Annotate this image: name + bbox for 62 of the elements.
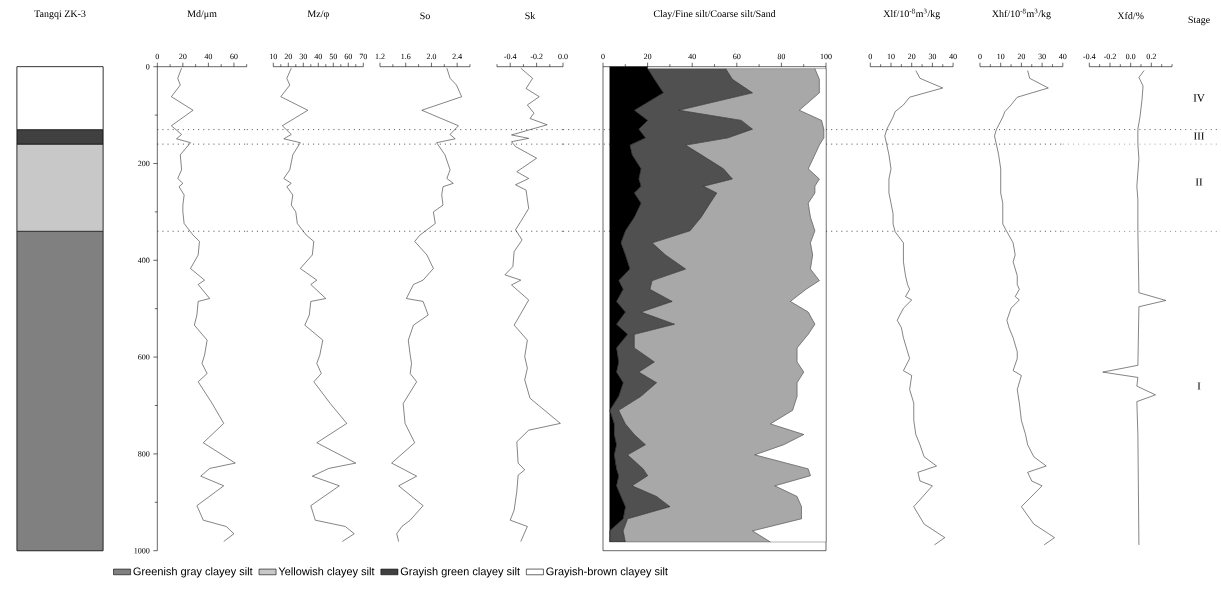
x-tick-label: 60 [344, 53, 353, 60]
x-tick-label: 40 [314, 53, 323, 60]
x-tick-label: 30 [928, 53, 937, 60]
text: Stage [1188, 16, 1210, 26]
legend-label: Grayish green clayey silt [400, 567, 520, 578]
x-tick-label: 40 [204, 53, 213, 60]
legend-label: Greenish gray clayey silt [133, 567, 253, 578]
y-tick-label: 800 [138, 451, 150, 457]
x-tick-label: 1.2 [375, 53, 385, 60]
chart-title: Clay/Fine silt/Coarse silt/Sand [653, 10, 776, 20]
text: III [1193, 132, 1205, 140]
x-tick-label: 30 [1038, 53, 1046, 60]
y-tick-label: 400 [137, 257, 150, 263]
x-tick-label: 0.0 [1125, 53, 1136, 60]
y-tick-label: 0 [146, 64, 150, 70]
x-tick-label: 60 [733, 53, 741, 60]
y-tick-label: 600 [138, 354, 150, 360]
x-tick-label: 0 [601, 53, 605, 60]
x-tick-label: 0.0 [558, 53, 568, 60]
x-tick-label: 1.6 [401, 53, 411, 60]
x-tick-label: -0.4 [1083, 53, 1096, 60]
x-tick-label: 30 [299, 53, 308, 60]
x-tick-label: 20 [284, 53, 293, 60]
chart-title: Xfd/% [1117, 11, 1144, 20]
text: II [1195, 178, 1203, 186]
chart-title: Xhf/10$^{-8}$m$^{3}$/kg [992, 8, 1051, 20]
x-tick-label: 20 [908, 53, 916, 60]
x-tick-label: 0 [868, 53, 872, 60]
y-tick-label: 1000 [134, 548, 150, 554]
x-tick-label: -0.2 [1103, 53, 1116, 60]
text: IV [1193, 94, 1205, 102]
chart-title: Md/μm [187, 10, 217, 20]
x-tick-label: -0.2 [530, 53, 543, 60]
x-tick-label: 60 [230, 53, 238, 60]
x-tick-label: 10 [270, 53, 278, 60]
x-tick-label: 50 [329, 53, 338, 60]
x-tick-label: 70 [359, 53, 368, 60]
x-tick-label: 2.4 [452, 53, 463, 60]
chart-title: Xlf/10$^{-8}$m$^{3}$/kg [883, 8, 941, 20]
chart-title: Tangqi ZK-3 [34, 10, 86, 20]
x-tick-label: 40 [949, 53, 957, 60]
legend-label: Yellowish clayey silt [278, 567, 375, 578]
x-tick-label: 20 [643, 53, 652, 60]
x-tick-label: 0 [155, 53, 160, 60]
text: I [1197, 382, 1201, 390]
chart-title: So [420, 12, 430, 20]
x-tick-label: -0.4 [504, 53, 517, 60]
x-tick-label: 10 [997, 53, 1005, 60]
x-tick-label: 20 [1017, 53, 1026, 60]
x-tick-label: 2.0 [426, 53, 437, 60]
x-tick-label: 100 [820, 53, 832, 60]
x-tick-label: 0 [978, 53, 982, 60]
x-tick-label: 80 [777, 53, 786, 60]
chart-title: Sk [525, 12, 536, 20]
x-tick-label: 40 [688, 53, 696, 60]
legend-label: Grayish-brown clayey silt [546, 567, 668, 578]
x-tick-label: 20 [179, 53, 187, 60]
x-tick-label: 10 [887, 53, 895, 60]
y-tick-label: 200 [138, 160, 150, 167]
x-tick-label: 0.2 [1146, 53, 1156, 60]
x-tick-label: 40 [1058, 53, 1067, 60]
chart-title: Mz/φ [307, 10, 329, 20]
